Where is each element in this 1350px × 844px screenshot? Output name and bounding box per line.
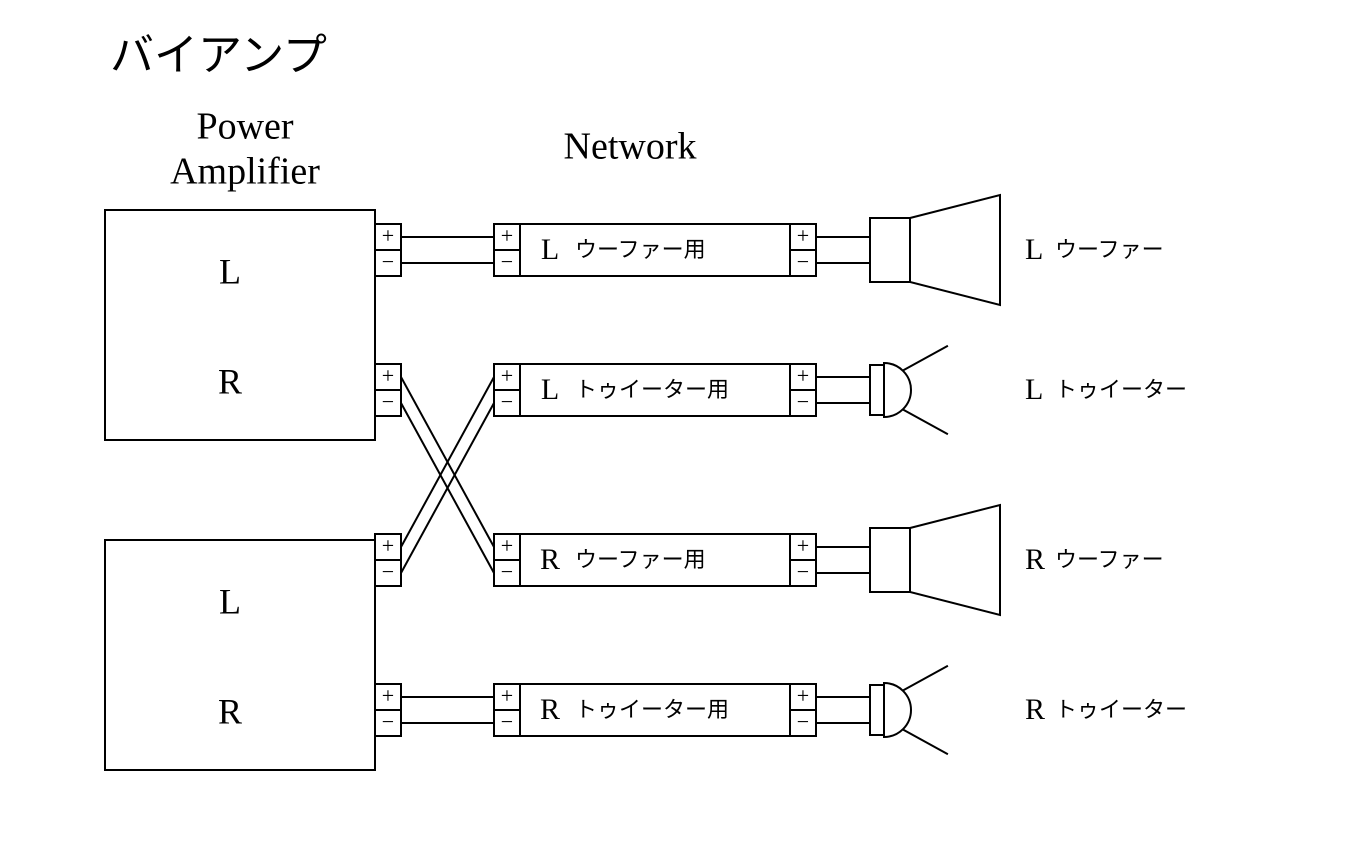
network-text-label: トゥイーター用: [575, 697, 729, 722]
tweeter-flare: [903, 409, 948, 434]
terminal-plus-label: +: [797, 683, 809, 708]
terminal-plus-label: +: [382, 363, 394, 388]
terminal-minus-label: −: [382, 249, 394, 274]
amp-column-title: Amplifier: [170, 151, 320, 193]
terminal-plus-label: +: [501, 363, 513, 388]
amp-channel-label: L: [219, 581, 241, 621]
network-channel-label: R: [540, 693, 560, 726]
tweeter-dome-icon: [884, 363, 911, 417]
terminal-minus-label: −: [501, 709, 513, 734]
tweeter-dome-icon: [884, 683, 911, 737]
network-channel-label: R: [540, 543, 560, 576]
amp-channel-label: R: [218, 691, 242, 731]
terminal-minus-label: −: [501, 249, 513, 274]
amp-channel-label: L: [219, 251, 241, 291]
terminal-minus-label: −: [382, 389, 394, 414]
speaker-channel-label: R: [1025, 693, 1045, 726]
speaker-text-label: ウーファー: [1055, 237, 1164, 262]
terminal-plus-label: +: [382, 223, 394, 248]
amp-column-title: Power: [196, 106, 293, 148]
biamp-diagram: バイアンプPowerAmplifierNetworkLRLRLウーファー用+−+…: [0, 0, 1350, 844]
network-channel-label: L: [541, 233, 559, 266]
woofer-cone-icon: [910, 195, 1000, 305]
speaker-text-label: ウーファー: [1055, 547, 1164, 572]
tweeter-flare: [903, 666, 948, 691]
network-column-title: Network: [564, 126, 697, 168]
terminal-plus-label: +: [797, 363, 809, 388]
terminal-plus-label: +: [382, 683, 394, 708]
terminal-plus-label: +: [382, 533, 394, 558]
amp-box: [105, 210, 375, 440]
tweeter-flare: [903, 346, 948, 371]
network-text-label: ウーファー用: [575, 237, 706, 262]
network-text-label: ウーファー用: [575, 547, 706, 572]
terminal-minus-label: −: [382, 559, 394, 584]
terminal-plus-label: +: [501, 683, 513, 708]
terminal-minus-label: −: [797, 709, 809, 734]
speaker-channel-label: L: [1025, 233, 1043, 266]
terminal-minus-label: −: [501, 389, 513, 414]
tweeter-body: [870, 365, 884, 415]
speaker-text-label: トゥイーター: [1055, 377, 1187, 402]
amp-channel-label: R: [218, 361, 242, 401]
terminal-plus-label: +: [797, 223, 809, 248]
terminal-minus-label: −: [797, 249, 809, 274]
network-text-label: トゥイーター用: [575, 377, 729, 402]
terminal-minus-label: −: [382, 709, 394, 734]
speaker-channel-label: L: [1025, 373, 1043, 406]
speaker-text-label: トゥイーター: [1055, 697, 1187, 722]
amp-box: [105, 540, 375, 770]
woofer-body: [870, 528, 910, 592]
terminal-minus-label: −: [501, 559, 513, 584]
terminal-plus-label: +: [797, 533, 809, 558]
terminal-minus-label: −: [797, 389, 809, 414]
speaker-channel-label: R: [1025, 543, 1045, 576]
terminal-minus-label: −: [797, 559, 809, 584]
diagram-title: バイアンプ: [110, 31, 327, 80]
terminal-plus-label: +: [501, 533, 513, 558]
network-channel-label: L: [541, 373, 559, 406]
terminal-plus-label: +: [501, 223, 513, 248]
tweeter-body: [870, 685, 884, 735]
tweeter-flare: [903, 729, 948, 754]
woofer-cone-icon: [910, 505, 1000, 615]
woofer-body: [870, 218, 910, 282]
